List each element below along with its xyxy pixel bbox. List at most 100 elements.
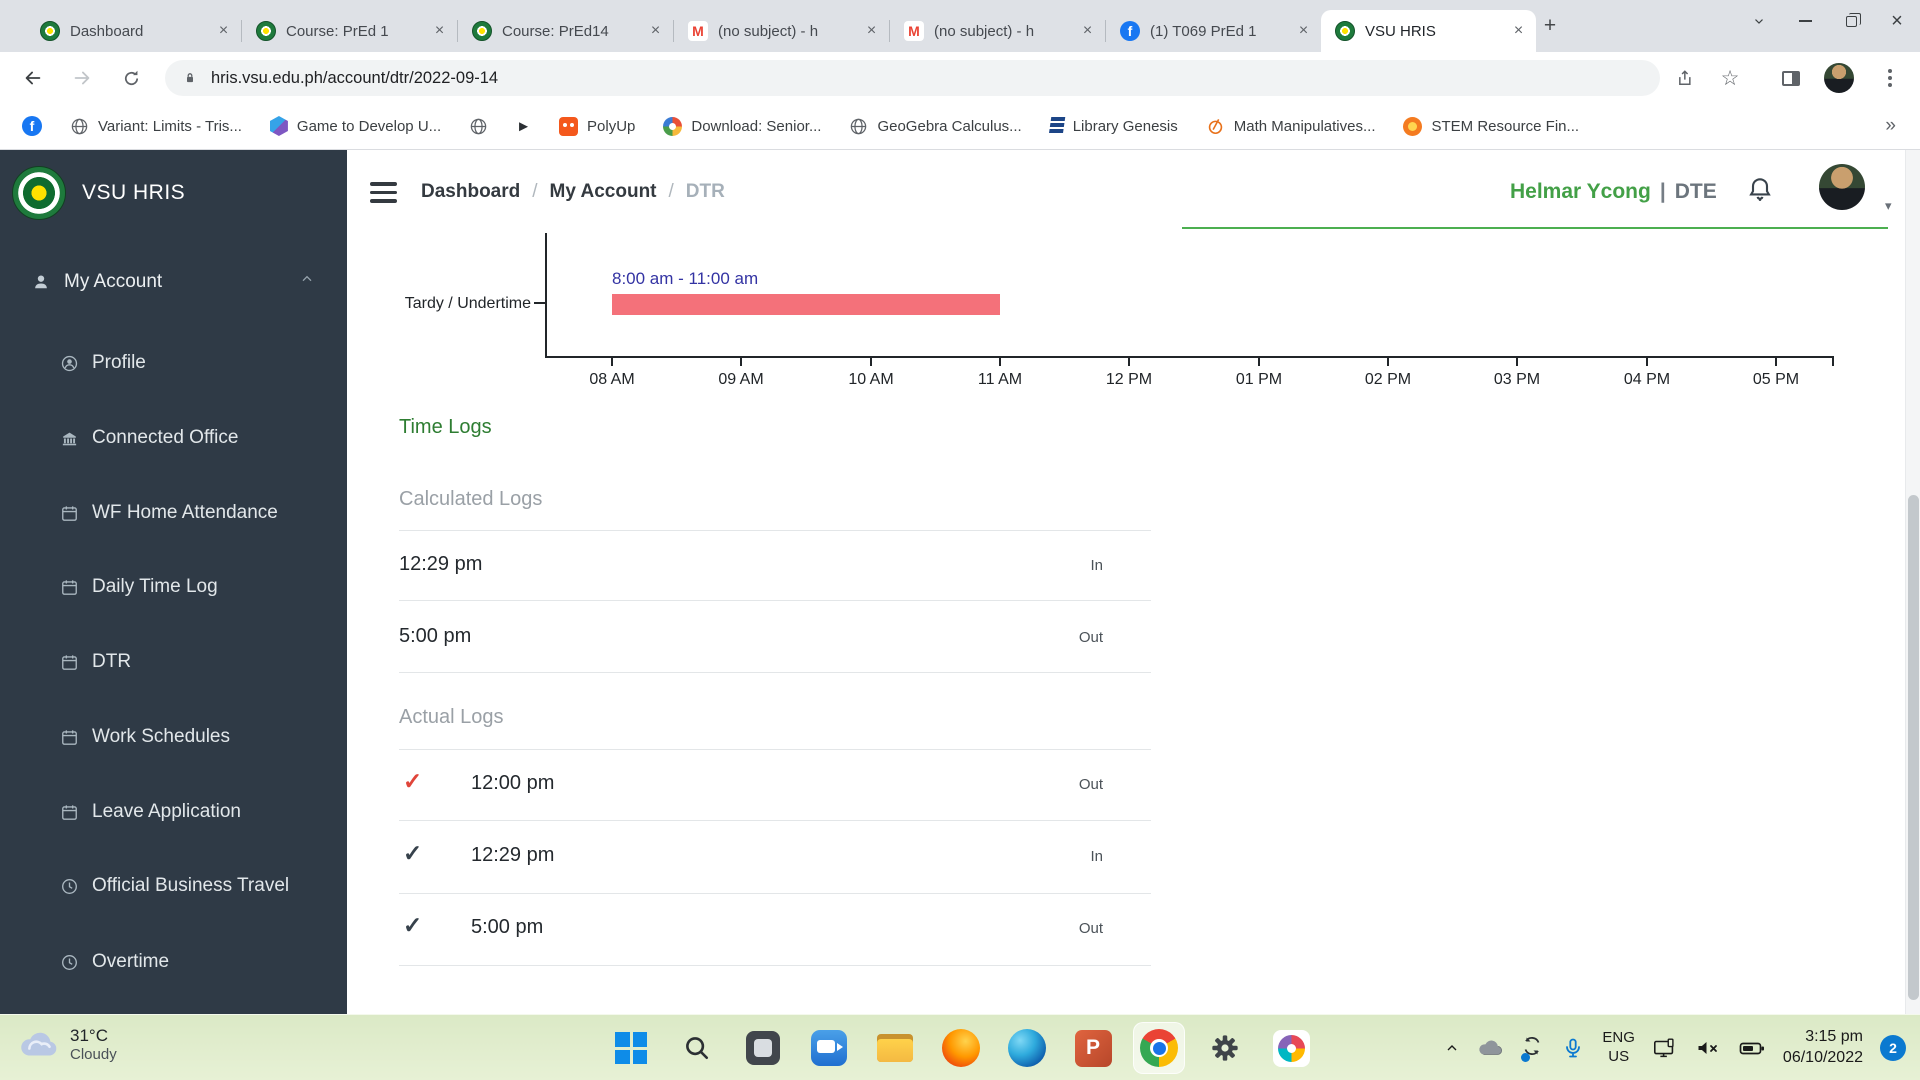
new-tab-button[interactable]: +	[1543, 14, 1557, 37]
address-bar[interactable]: hris.vsu.edu.ph/account/dtr/2022-09-14	[165, 60, 1660, 96]
vsu-seal-favicon	[1335, 21, 1355, 41]
scrollbar-thumb[interactable]	[1908, 495, 1919, 1000]
divider	[399, 530, 1151, 531]
sidebar-item-dtr[interactable]: DTR	[0, 640, 347, 684]
window-close-button[interactable]: ×	[1891, 9, 1903, 32]
tab-gmail-2[interactable]: M (no subject) - h ×	[890, 10, 1105, 52]
bookmark-math-manipulatives[interactable]: Math Manipulatives...	[1206, 117, 1375, 136]
tab-close-icon[interactable]: ×	[218, 21, 229, 39]
battery-icon[interactable]	[1738, 1036, 1766, 1060]
tab-close-icon[interactable]: ×	[650, 21, 661, 39]
bookmark-variant[interactable]: Variant: Limits - Tris...	[70, 117, 242, 136]
forward-button[interactable]	[64, 60, 100, 96]
photos-button[interactable]	[1271, 1028, 1311, 1068]
notification-bell-icon[interactable]	[1745, 174, 1775, 209]
breadcrumb-my-account[interactable]: My Account	[549, 181, 657, 202]
x-tick	[999, 358, 1001, 366]
tab-close-icon[interactable]: ×	[1298, 21, 1309, 39]
tab-vsu-hris-active[interactable]: VSU HRIS ×	[1321, 10, 1536, 52]
divider	[399, 749, 1151, 750]
edge-icon	[1008, 1029, 1046, 1067]
actual-logs-heading: Actual Logs	[399, 706, 504, 728]
sidebar-item-wf-home-attendance[interactable]: WF Home Attendance	[0, 491, 347, 535]
tab-close-icon[interactable]: ×	[866, 21, 877, 39]
hidden-icons-chevron-icon[interactable]	[1444, 1040, 1460, 1056]
user-dropdown-caret-icon[interactable]: ▾	[1885, 198, 1892, 213]
firefox-button[interactable]	[941, 1028, 981, 1068]
share-icon[interactable]	[1666, 60, 1702, 96]
app-brand[interactable]: VSU HRIS	[12, 166, 185, 220]
back-button[interactable]	[15, 60, 51, 96]
tab-facebook[interactable]: f (1) T069 PrEd 1 ×	[1106, 10, 1321, 52]
settings-button[interactable]	[1205, 1028, 1245, 1068]
bookmark-star-icon[interactable]: ☆	[1720, 66, 1740, 90]
window-menu-chevron-icon[interactable]	[1736, 0, 1782, 42]
tab-dashboard[interactable]: Dashboard ×	[26, 10, 241, 52]
window-minimize-button[interactable]	[1782, 0, 1828, 42]
user-menu[interactable]: Helmar Ycong | DTE	[1510, 180, 1717, 204]
bookmarks-overflow-chevron[interactable]: »	[1885, 115, 1896, 136]
bookmark-library-genesis[interactable]: Library Genesis	[1048, 117, 1178, 135]
microphone-icon[interactable]	[1561, 1036, 1585, 1060]
cast-display-icon[interactable]	[1652, 1036, 1678, 1060]
bookmark-download-senior[interactable]: Download: Senior...	[663, 116, 821, 136]
building-icon	[58, 429, 80, 448]
bookmark-flag-unlabeled[interactable]: ►	[516, 118, 531, 135]
tab-close-icon[interactable]: ×	[1082, 21, 1093, 39]
notification-count-badge[interactable]: 2	[1880, 1035, 1906, 1061]
powerpoint-button[interactable]: P	[1073, 1028, 1113, 1068]
sidebar-group-my-account[interactable]: My Account	[0, 260, 347, 304]
browser-profile-avatar[interactable]	[1824, 63, 1854, 93]
powerpoint-icon: P	[1074, 1029, 1112, 1067]
bookmark-stem-resource[interactable]: STEM Resource Fin...	[1403, 116, 1579, 136]
x-tick	[611, 358, 613, 366]
sidebar-item-overtime[interactable]: Overtime	[0, 940, 347, 984]
page-scrollbar[interactable]	[1905, 150, 1920, 1014]
check-icon: ✓	[403, 840, 423, 866]
tab-close-icon[interactable]: ×	[1513, 21, 1524, 39]
sidebar-item-daily-time-log[interactable]: Daily Time Log	[0, 565, 347, 609]
x-tick-label: 12 PM	[1105, 371, 1153, 388]
breadcrumb-dashboard[interactable]: Dashboard	[421, 181, 521, 202]
hamburger-menu-icon[interactable]	[370, 182, 397, 208]
speaker-muted-icon[interactable]	[1695, 1036, 1721, 1060]
sync-icon[interactable]	[1520, 1034, 1544, 1063]
sidebar-item-work-schedules[interactable]: Work Schedules	[0, 715, 347, 759]
divider	[399, 600, 1151, 601]
chat-button[interactable]	[809, 1028, 849, 1068]
globe-icon	[71, 118, 88, 134]
reload-button[interactable]	[113, 60, 149, 96]
language-bottom: US	[1608, 1048, 1630, 1065]
chrome-button-active[interactable]	[1133, 1022, 1185, 1074]
search-button[interactable]	[677, 1028, 717, 1068]
bookmark-globe-unlabeled[interactable]	[469, 117, 488, 136]
language-indicator[interactable]: ENG US	[1602, 1029, 1635, 1067]
sidebar-item-official-business-travel[interactable]: Official Business Travel	[0, 864, 347, 908]
tardy-undertime-bar	[612, 294, 1000, 315]
tab-gmail-1[interactable]: M (no subject) - h ×	[674, 10, 889, 52]
sidebar-item-connected-office[interactable]: Connected Office	[0, 416, 347, 460]
window-restore-button[interactable]	[1828, 0, 1874, 42]
file-explorer-button[interactable]	[875, 1028, 915, 1068]
task-view-button[interactable]	[743, 1028, 783, 1068]
weather-widget[interactable]: 31°C Cloudy	[18, 1026, 117, 1063]
sidebar-item-profile[interactable]: Profile	[0, 341, 347, 385]
sidebar-item-leave-application[interactable]: Leave Application	[0, 790, 347, 834]
edge-button[interactable]	[1007, 1028, 1047, 1068]
start-button[interactable]	[611, 1028, 651, 1068]
calculated-logs-heading: Calculated Logs	[399, 488, 543, 510]
browser-menu-icon[interactable]	[1872, 60, 1908, 96]
onedrive-icon[interactable]	[1477, 1038, 1503, 1058]
tab-course-1[interactable]: Course: PrEd 1 ×	[242, 10, 457, 52]
user-avatar[interactable]	[1819, 164, 1865, 210]
chart-bar-label: 8:00 am - 11:00 am	[612, 269, 759, 288]
bookmark-facebook[interactable]: f	[22, 116, 42, 136]
taskbar-clock[interactable]: 3:15 pm 06/10/2022	[1783, 1027, 1863, 1069]
bookmark-game-to-develop[interactable]: Game to Develop U...	[269, 116, 441, 136]
tab-close-icon[interactable]: ×	[434, 21, 445, 39]
facebook-icon: f	[22, 116, 42, 136]
side-panel-icon[interactable]	[1773, 60, 1809, 96]
bookmark-polyup[interactable]: PolyUp	[559, 116, 635, 136]
bookmark-geogebra[interactable]: GeoGebra Calculus...	[849, 117, 1022, 136]
tab-course-2[interactable]: Course: PrEd14 ×	[458, 10, 673, 52]
